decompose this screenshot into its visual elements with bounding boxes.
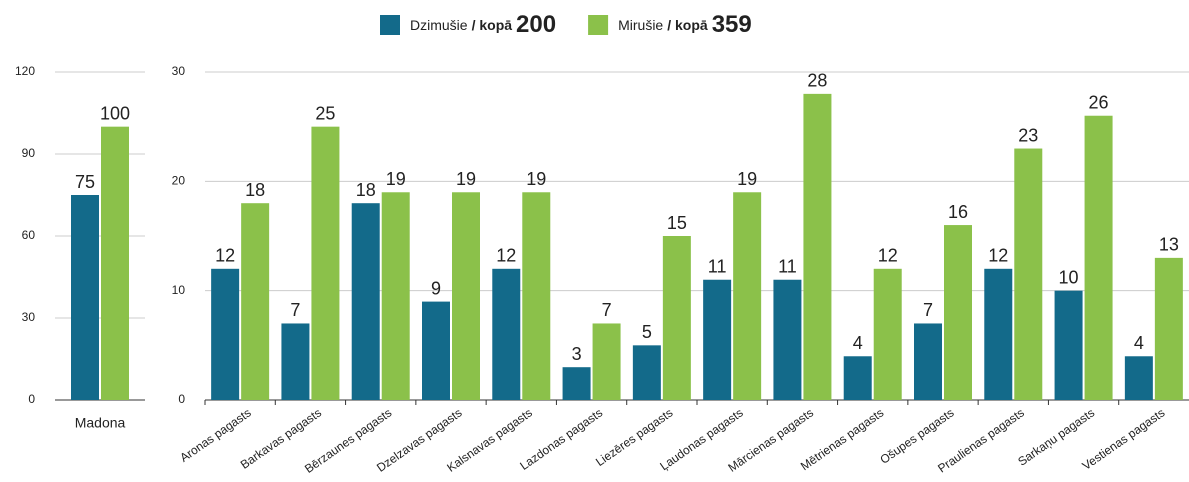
value-label: 3: [572, 344, 582, 364]
bar: [1124, 356, 1153, 400]
value-label: 100: [100, 103, 130, 123]
bar: [873, 268, 902, 400]
bar: [914, 323, 942, 400]
value-label: 11: [778, 256, 797, 276]
bar: [703, 279, 732, 400]
value-label: 19: [456, 169, 476, 189]
bar: [71, 195, 99, 400]
bar: [452, 192, 480, 400]
bar: [422, 301, 450, 400]
bar: [1054, 290, 1083, 400]
value-label: 75: [75, 172, 95, 192]
bar: [1154, 257, 1183, 400]
legend-name: Dzimušie: [410, 17, 468, 33]
value-label: 16: [948, 202, 968, 222]
legend-swatch: [588, 15, 609, 35]
bar: [944, 225, 972, 400]
value-label: 12: [878, 246, 898, 266]
legend-total: 200: [516, 11, 556, 38]
bar: [592, 323, 621, 400]
legend-suffix: / kopā: [472, 17, 513, 33]
value-label: 28: [807, 71, 827, 91]
value-label: 9: [431, 278, 441, 298]
value-label: 7: [602, 300, 612, 320]
value-label: 26: [1089, 92, 1109, 112]
bar: [311, 126, 340, 401]
x-tick-label: Madona: [75, 415, 126, 431]
y-tick-label: 120: [15, 64, 35, 78]
bar: [632, 345, 661, 400]
value-label: 12: [215, 246, 235, 266]
legend-total: 359: [712, 11, 752, 38]
y-tick-label: 20: [172, 174, 186, 188]
value-label: 7: [923, 300, 933, 320]
value-label: 19: [526, 169, 546, 189]
value-label: 13: [1159, 235, 1179, 255]
bar: [211, 268, 240, 400]
y-tick-label: 10: [172, 283, 186, 297]
value-label: 12: [988, 246, 1008, 266]
bar: [803, 93, 832, 400]
legend-label: Dzimušie / kopā 200: [410, 11, 556, 38]
legend-label: Mirušie / kopā 359: [618, 11, 752, 38]
bar: [984, 268, 1013, 400]
value-label: 5: [642, 322, 652, 342]
y-tick-label: 30: [172, 64, 186, 78]
bar: [843, 356, 872, 400]
bar: [733, 192, 762, 400]
value-label: 12: [496, 246, 516, 266]
value-label: 19: [386, 169, 406, 189]
value-label: 15: [667, 213, 687, 233]
y-tick-label: 0: [178, 392, 185, 406]
bar: [281, 323, 310, 400]
bar: [381, 192, 410, 400]
bar: [1014, 148, 1043, 400]
legend: Dzimušie / kopā 200 Mirušie / kopā 359: [380, 11, 752, 38]
y-tick-label: 60: [22, 228, 36, 242]
value-label: 7: [290, 300, 300, 320]
bar: [773, 279, 802, 400]
x-tick-label: Aronas pagasts: [177, 406, 253, 465]
value-label: 4: [853, 333, 863, 353]
y-tick-label: 0: [28, 392, 35, 406]
value-label: 18: [356, 180, 376, 200]
y-tick-label: 30: [22, 310, 36, 324]
value-label: 19: [737, 169, 757, 189]
bar: [101, 126, 129, 401]
bar: [492, 268, 521, 400]
value-label: 18: [245, 180, 265, 200]
value-label: 4: [1134, 333, 1144, 353]
bar: [351, 203, 380, 400]
legend-suffix: / kopā: [667, 17, 708, 33]
bar: [1084, 115, 1113, 400]
value-label: 10: [1059, 267, 1079, 287]
bar: [241, 203, 270, 400]
bar: [562, 367, 591, 400]
value-label: 23: [1018, 125, 1038, 145]
y-tick-label: 90: [22, 146, 36, 160]
legend-name: Mirušie: [618, 17, 663, 33]
value-label: 25: [315, 103, 335, 123]
value-label: 11: [708, 256, 727, 276]
bar: [662, 236, 691, 400]
legend-swatch: [380, 15, 400, 35]
bar: [522, 192, 551, 400]
